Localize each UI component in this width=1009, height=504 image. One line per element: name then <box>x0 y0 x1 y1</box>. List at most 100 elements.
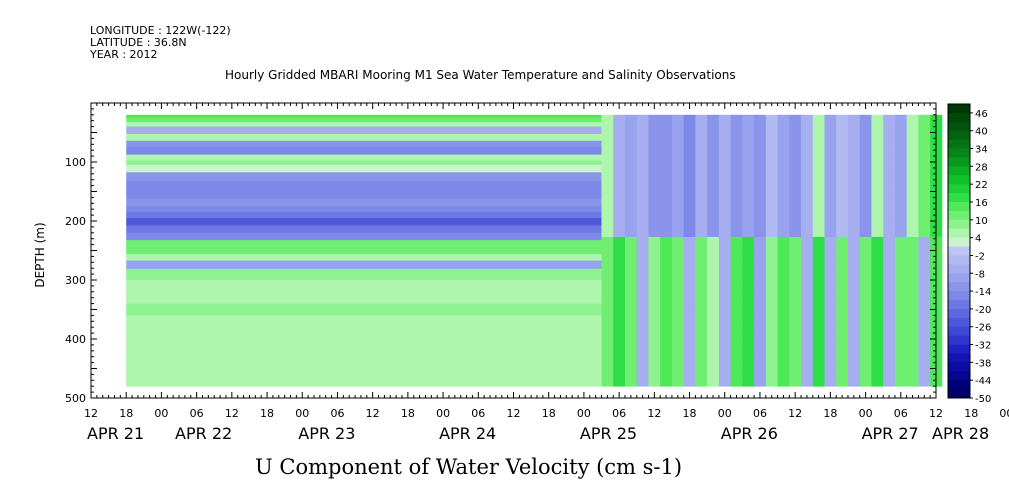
heatmap-cell <box>730 304 743 319</box>
heatmap-cell <box>613 155 626 170</box>
heatmap-cell <box>906 304 919 319</box>
heatmap-cell <box>754 209 767 224</box>
heatmap-cell <box>859 141 872 156</box>
heatmap-cell <box>707 264 720 279</box>
heatmap-cell <box>636 304 649 319</box>
heatmap-cell <box>683 318 696 333</box>
heatmap-cell <box>777 345 790 360</box>
heatmap-cell <box>601 318 614 333</box>
heatmap-cell <box>671 128 685 143</box>
heatmap-cell <box>859 236 872 251</box>
heatmap-cell <box>777 155 790 170</box>
heatmap-cell <box>777 223 790 238</box>
heatmap-cell <box>624 304 638 319</box>
heatmap-cell <box>883 223 896 238</box>
heatmap-cell <box>847 223 861 238</box>
heatmap-cell <box>613 359 626 374</box>
heatmap-cell <box>660 304 673 319</box>
heatmap-cell <box>624 196 638 211</box>
heatmap-cell <box>707 345 720 360</box>
heatmap-data-cells <box>126 114 943 387</box>
heatmap-cell <box>601 345 614 360</box>
heatmap-cell <box>683 277 696 292</box>
heatmap-cell <box>918 155 931 170</box>
heatmap-cell <box>648 141 661 156</box>
heatmap-cell <box>789 169 802 184</box>
heatmap-cell <box>730 155 743 170</box>
heatmap-cell <box>601 182 614 197</box>
heatmap-cell <box>601 359 614 374</box>
x-hour-tick-label: 00 <box>718 407 732 420</box>
heatmap-cell <box>730 196 743 211</box>
heatmap-cell <box>812 223 825 238</box>
heatmap-cell <box>765 304 778 319</box>
heatmap-cell <box>636 345 649 360</box>
heatmap-cell <box>754 318 767 333</box>
heatmap-cell <box>660 128 673 143</box>
heatmap-cell <box>801 169 814 184</box>
heatmap-cell <box>671 182 685 197</box>
heatmap-cell <box>126 160 602 166</box>
heatmap-cell <box>636 359 649 374</box>
heatmap-cell <box>812 141 825 156</box>
heatmap-cell <box>836 318 849 333</box>
heatmap-cell <box>789 223 802 238</box>
heatmap-cell <box>906 155 919 170</box>
heatmap-cell <box>871 196 884 211</box>
heatmap-cell <box>648 182 661 197</box>
heatmap-cell <box>918 318 931 333</box>
heatmap-cell <box>894 155 908 170</box>
heatmap-cell <box>847 277 861 292</box>
heatmap-cell <box>918 277 931 292</box>
heatmap-cell <box>660 250 673 265</box>
heatmap-cell <box>126 154 602 161</box>
heatmap-cell <box>801 223 814 238</box>
heatmap-cell <box>765 141 778 156</box>
heatmap-cell <box>718 318 732 333</box>
x-date-label: APR 27 <box>862 424 919 443</box>
x-hour-tick-label: 12 <box>366 407 380 420</box>
colorbar-label: -44 <box>975 376 991 387</box>
heatmap-cell <box>801 236 814 251</box>
heatmap-cell <box>894 372 908 387</box>
heatmap-cell <box>918 236 931 251</box>
heatmap-cell <box>707 291 720 306</box>
heatmap-cell <box>859 223 872 238</box>
heatmap-cell <box>777 169 790 184</box>
heatmap-cell <box>742 169 755 184</box>
heatmap-cell <box>871 209 884 224</box>
heatmap-cell <box>126 268 602 281</box>
y-tick-label: 400 <box>65 333 86 346</box>
heatmap-cell <box>624 114 638 129</box>
heatmap-cell <box>660 155 673 170</box>
x-hour-tick-label: 12 <box>507 407 521 420</box>
heatmap-cell <box>126 303 602 316</box>
x-date-label: APR 22 <box>175 424 232 443</box>
heatmap-cell <box>613 169 626 184</box>
heatmap-cell <box>742 291 755 306</box>
heatmap-cell <box>671 141 685 156</box>
heatmap-cell <box>624 264 638 279</box>
heatmap-cell <box>624 209 638 224</box>
heatmap-cell <box>836 359 849 374</box>
heatmap-cell <box>671 359 685 374</box>
heatmap-cell <box>718 223 732 238</box>
heatmap-cell <box>718 291 732 306</box>
heatmap-cell <box>695 141 708 156</box>
heatmap-cell <box>601 196 614 211</box>
heatmap-cell <box>801 155 814 170</box>
heatmap-cell <box>742 141 755 156</box>
heatmap-cell <box>883 114 896 129</box>
x-hour-tick-label: 00 <box>295 407 309 420</box>
heatmap-cell <box>683 345 696 360</box>
heatmap-cell <box>126 339 602 352</box>
heatmap-cell <box>683 264 696 279</box>
heatmap-cell <box>859 264 872 279</box>
axis-ticks <box>90 102 937 399</box>
heatmap-cell <box>683 359 696 374</box>
heatmap-cell <box>824 236 837 251</box>
heatmap-cell <box>871 318 884 333</box>
heatmap-cell <box>789 182 802 197</box>
heatmap-cell <box>765 209 778 224</box>
heatmap-cell <box>648 345 661 360</box>
